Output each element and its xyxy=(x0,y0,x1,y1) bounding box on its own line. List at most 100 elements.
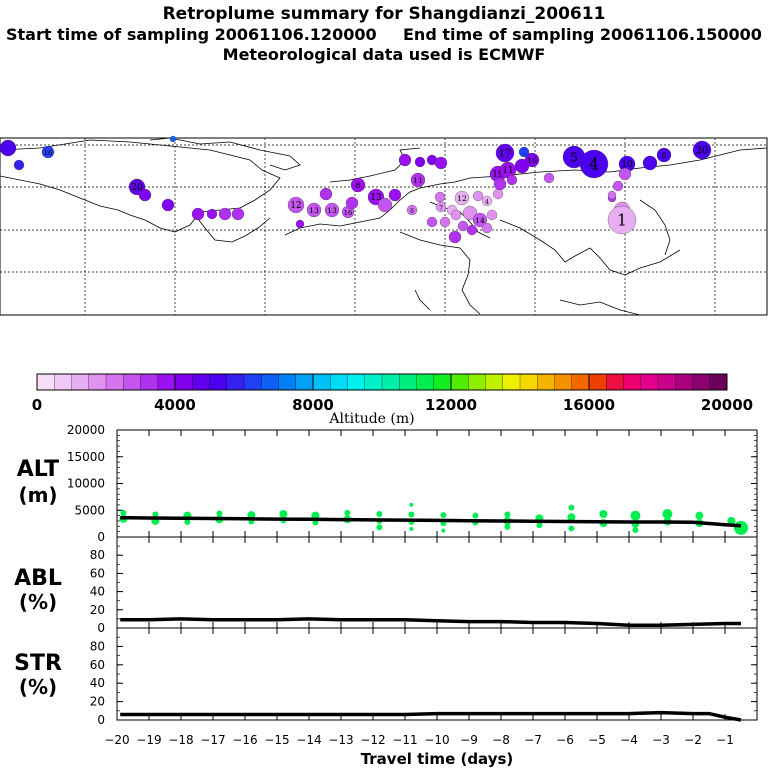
trajectory-label: 16 xyxy=(344,209,352,217)
alt-point xyxy=(279,509,288,518)
alt-point xyxy=(568,525,575,532)
y-tick-label: 40 xyxy=(90,585,105,599)
x-tick-label: −10 xyxy=(424,733,449,747)
alt-point xyxy=(599,509,608,518)
trajectory-label: 8 xyxy=(356,181,361,190)
trajectory-label: 17 xyxy=(499,149,512,160)
trajectory-point xyxy=(454,190,470,206)
trajectory-point xyxy=(692,140,712,160)
colorbar-cell xyxy=(502,373,521,391)
panel-abl: ABL(%) 80 60 40 20 0 xyxy=(14,536,758,635)
x-tick-label: −15 xyxy=(264,733,289,747)
colorbar-tick-label: 4000 xyxy=(154,396,196,414)
alt-point xyxy=(247,511,256,520)
colorbar-cell xyxy=(226,373,245,391)
trajectory-label: 14 xyxy=(475,216,485,225)
colorbar-cell xyxy=(433,373,452,391)
panel-str: STR(%) 80 60 40 20 0 xyxy=(14,627,758,727)
x-tick-label: −11 xyxy=(392,733,417,747)
colorbar-tick-label: 8000 xyxy=(292,396,334,414)
x-axis-label: Travel time (days) xyxy=(361,750,514,768)
trajectory-point xyxy=(493,177,507,191)
colorbar-cell xyxy=(157,373,176,391)
trajectory-label: 11 xyxy=(413,176,423,185)
colorbar-cell xyxy=(657,373,676,391)
alt-point xyxy=(152,511,159,518)
colorbar-cell xyxy=(347,373,366,391)
trajectory-point xyxy=(435,201,447,213)
colorbar-cell xyxy=(364,373,383,391)
alt-point xyxy=(662,508,673,519)
panel-title: STR xyxy=(14,651,62,676)
colorbar-tick-label: 12000 xyxy=(425,396,477,414)
met-data-note: Meteorological data used is ECMWF xyxy=(222,45,546,64)
x-tick-label: −1 xyxy=(716,733,734,747)
trajectory-point xyxy=(486,209,498,221)
trajectory-point xyxy=(439,216,451,228)
y-tick-label: 40 xyxy=(90,676,105,690)
trajectory-label: 6 xyxy=(410,208,414,215)
x-tick-label: −12 xyxy=(360,733,385,747)
x-tick-label: −3 xyxy=(652,733,670,747)
trajectory-point xyxy=(350,177,366,193)
colorbar-cell xyxy=(519,373,538,391)
trajectory-point xyxy=(495,143,515,163)
trajectory-point xyxy=(377,197,393,213)
x-tick-label: −9 xyxy=(460,733,478,747)
alt-point xyxy=(472,512,479,519)
alt-point xyxy=(216,510,223,517)
x-tick-label: −14 xyxy=(296,733,321,747)
series-line xyxy=(120,617,741,628)
alt-point xyxy=(568,504,575,511)
colorbar-cell xyxy=(485,373,504,391)
alt-point xyxy=(376,524,383,531)
y-tick-label: 20 xyxy=(90,603,105,617)
x-tick-label: −4 xyxy=(620,733,638,747)
trajectory-point xyxy=(518,146,530,158)
colorbar-cell xyxy=(209,373,228,391)
colorbar-cell xyxy=(640,373,659,391)
trajectory-label: 11 xyxy=(502,166,513,176)
y-tick-label: 0 xyxy=(97,530,105,544)
trajectory-point xyxy=(462,205,478,221)
x-tick-label: −16 xyxy=(232,733,257,747)
x-tick-label: −20 xyxy=(104,733,129,747)
trajectory-point xyxy=(206,208,218,220)
x-tick-label: −13 xyxy=(328,733,353,747)
trajectory-point xyxy=(319,187,333,201)
trajectory-point xyxy=(426,216,438,228)
colorbar-cell xyxy=(243,373,262,391)
x-tick-label: −2 xyxy=(684,733,702,747)
y-tick-label: 20000 xyxy=(67,423,105,437)
colorbar-cell xyxy=(88,373,107,391)
y-tick-label: 15000 xyxy=(67,450,105,464)
colorbar-cell xyxy=(554,373,573,391)
trajectory-point xyxy=(543,172,555,184)
trajectory-label: 20 xyxy=(696,146,709,157)
colorbar-cell xyxy=(450,373,469,391)
colorbar-cell xyxy=(261,373,279,391)
trajectory-point xyxy=(612,180,624,192)
trajectory-point xyxy=(41,145,55,159)
x-tick-label: −8 xyxy=(492,733,510,747)
trajectory-label: 16 xyxy=(527,156,537,165)
trajectory-point xyxy=(410,172,426,188)
trajectory-point xyxy=(472,190,484,202)
alt-point xyxy=(408,511,415,518)
x-tick-labels: −20 −19 −18 −17 −16 −15 −14 −13 −12 −11 −10 −9 −8 −7−… xyxy=(104,733,734,747)
panel-alt: ALT(m) 20000 15000 10000 5000 0 xyxy=(17,423,758,544)
altitude-colorbar: 0 4000 8000 12000 16000 20000 Altitude (m) xyxy=(32,373,753,427)
trajectory-label: 16 xyxy=(44,149,52,157)
trajectory-point xyxy=(656,147,672,163)
colorbar-cell xyxy=(623,373,642,391)
alt-point xyxy=(567,513,576,522)
colorbar-tick-label: 16000 xyxy=(563,396,615,414)
trajectory-point xyxy=(492,188,504,200)
colorbar-cell xyxy=(537,373,555,391)
trajectory-point xyxy=(388,188,402,202)
trajectory-point xyxy=(607,205,637,235)
colorbar-label: Altitude (m) xyxy=(328,411,414,427)
colorbar-cell xyxy=(71,373,90,391)
series-line xyxy=(120,710,742,722)
alt-point xyxy=(184,519,191,526)
